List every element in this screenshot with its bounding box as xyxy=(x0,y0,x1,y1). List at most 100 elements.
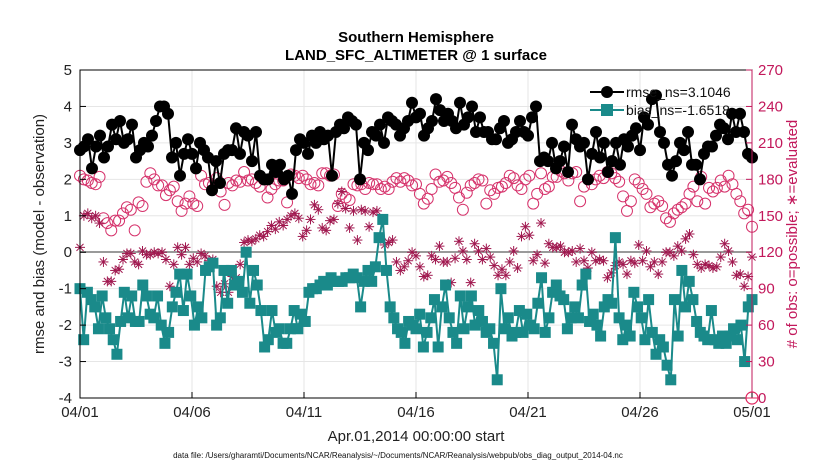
bias-point xyxy=(440,279,452,291)
obs-possible-point xyxy=(730,187,743,200)
obs-evaluated-point xyxy=(653,269,664,280)
bias-point xyxy=(447,326,459,338)
bias-point xyxy=(170,286,182,298)
rmse-point xyxy=(250,125,262,138)
obs-evaluated-point xyxy=(200,250,211,261)
y-tick-label: 1 xyxy=(64,208,72,225)
obs-possible-point xyxy=(124,203,137,216)
obs-evaluated-point xyxy=(575,243,586,254)
obs-evaluated-point xyxy=(371,205,382,216)
rmse-point xyxy=(630,122,642,135)
bias-point xyxy=(606,297,618,309)
bias-point xyxy=(587,308,599,320)
obs-evaluated-point xyxy=(293,213,304,224)
rmse-point xyxy=(634,144,646,157)
obs-evaluated-point xyxy=(555,241,566,252)
obs-evaluated-point xyxy=(516,231,527,242)
bias-point xyxy=(432,341,444,353)
bias-point xyxy=(558,294,570,306)
obs-evaluated-point xyxy=(391,256,402,267)
rmse-point xyxy=(114,115,126,128)
obs-possible-point xyxy=(609,172,622,185)
bias-point xyxy=(380,264,392,276)
y-axis-label: rmse and bias (model - observation) xyxy=(31,114,48,354)
rmse-point xyxy=(522,129,534,142)
y-tick-label: -1 xyxy=(59,281,72,298)
rmse-point xyxy=(682,125,694,138)
bias-point xyxy=(133,315,145,327)
obs-evaluated-point xyxy=(160,254,171,265)
bias-point xyxy=(499,323,511,335)
x-tick-label: 05/01 xyxy=(733,404,771,421)
obs-evaluated-point xyxy=(360,205,371,216)
bias-point xyxy=(362,264,374,276)
obs-possible-point xyxy=(312,179,325,192)
x-tick-label: 04/11 xyxy=(286,404,322,421)
obs-evaluated-point xyxy=(520,221,531,232)
rmse-point xyxy=(462,111,474,124)
obs-evaluated-point xyxy=(532,249,543,260)
obs-possible-point xyxy=(495,180,508,193)
bias-point xyxy=(188,319,200,331)
rmse-point xyxy=(670,155,682,168)
rmse-point xyxy=(150,115,162,128)
obs-possible-point xyxy=(613,175,626,188)
legend-rmse-marker xyxy=(601,86,613,98)
bias-point xyxy=(166,301,178,313)
rmse-point xyxy=(526,111,538,124)
rmse-point xyxy=(642,118,654,131)
bias-point xyxy=(536,272,548,284)
bias-point xyxy=(104,323,116,335)
bias-point xyxy=(414,308,426,320)
bias-point xyxy=(181,268,193,280)
obs-possible-point xyxy=(191,200,204,213)
rmse-point xyxy=(498,115,510,128)
bias-point xyxy=(731,334,743,346)
obs-evaluated-point xyxy=(684,229,695,239)
obs-evaluated-point xyxy=(453,236,464,247)
bias-point xyxy=(118,286,130,298)
obs-evaluated-point xyxy=(629,258,640,269)
obs-possible-point xyxy=(343,193,356,206)
rmse-point xyxy=(718,122,730,135)
rmse-point xyxy=(562,166,574,179)
bias-point xyxy=(513,305,525,317)
obs-evaluated-point xyxy=(90,210,101,221)
bias-point xyxy=(521,308,533,320)
bias-point xyxy=(665,374,677,386)
obs-evaluated-point xyxy=(285,210,296,221)
legend-bias-marker xyxy=(601,104,613,116)
bias-point xyxy=(240,246,252,258)
obs-evaluated-point xyxy=(567,246,578,257)
rmse-point xyxy=(174,169,186,182)
obs-evaluated-point xyxy=(117,254,128,265)
obs-possible-point xyxy=(218,198,231,211)
y-tick-label: -2 xyxy=(59,317,72,334)
rmse-point xyxy=(126,118,138,131)
rmse-point xyxy=(338,122,350,135)
rmse-point xyxy=(122,133,134,146)
bias-point xyxy=(454,290,466,302)
bias-point xyxy=(632,301,644,313)
obs-evaluated-point xyxy=(399,261,410,272)
rmse-point xyxy=(206,184,218,197)
bias-point xyxy=(395,326,407,338)
obs-possible-point xyxy=(703,181,716,194)
bias-point xyxy=(580,268,592,280)
bias-point xyxy=(185,290,197,302)
bias-point xyxy=(473,305,485,317)
bias-point xyxy=(211,319,223,331)
bias-point xyxy=(281,337,293,349)
obs-evaluated-point xyxy=(289,208,300,219)
bias-point xyxy=(262,334,274,346)
obs-evaluated-point xyxy=(340,203,351,214)
bias-point xyxy=(735,319,747,331)
bias-point xyxy=(495,283,507,295)
obs-evaluated-point xyxy=(633,239,644,250)
obs-possible-point xyxy=(507,172,520,185)
obs-possible-point xyxy=(480,197,493,210)
y-right-tick-label: 0 xyxy=(758,390,766,407)
bias-point xyxy=(126,290,138,302)
bias-point xyxy=(288,305,300,317)
bias-point xyxy=(358,275,370,287)
